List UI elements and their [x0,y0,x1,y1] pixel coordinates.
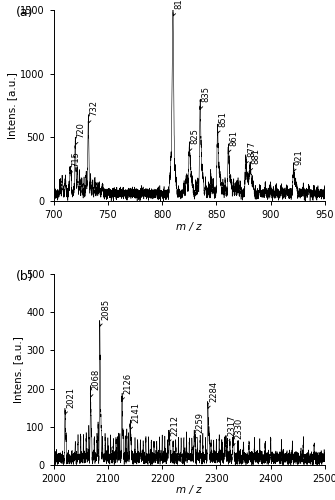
Y-axis label: Intens. [a.u.]: Intens. [a.u.] [7,72,17,139]
Text: 720: 720 [75,122,86,144]
Text: 2021: 2021 [65,386,75,414]
Text: (b): (b) [16,270,33,283]
Text: 835: 835 [200,86,210,109]
X-axis label: m / z: m / z [177,222,202,232]
Text: 825: 825 [189,128,200,151]
Text: 810: 810 [173,0,183,16]
Text: 2141: 2141 [130,402,140,429]
Text: 2085: 2085 [99,298,110,326]
Text: 2259: 2259 [194,412,204,440]
Y-axis label: Intens. [a.u.]: Intens. [a.u.] [13,336,23,403]
Text: 861: 861 [228,130,239,152]
Text: 2317: 2317 [225,415,236,442]
Text: (a): (a) [16,6,33,19]
Text: 2068: 2068 [90,369,101,397]
Text: 2212: 2212 [169,414,179,442]
Text: 715: 715 [70,152,80,174]
X-axis label: m / z: m / z [177,486,202,496]
Text: 2330: 2330 [232,418,243,446]
Text: 851: 851 [217,110,228,133]
Text: 921: 921 [293,149,304,171]
Text: 2284: 2284 [208,381,218,408]
Text: 732: 732 [88,100,99,123]
Text: 877: 877 [246,141,256,164]
Text: 881: 881 [250,148,260,171]
Text: 2126: 2126 [122,372,132,400]
